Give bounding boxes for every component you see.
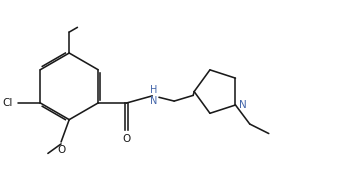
Text: N: N <box>239 100 247 110</box>
Text: H
N: H N <box>149 85 157 106</box>
Text: O: O <box>57 145 65 155</box>
Text: Cl: Cl <box>2 98 13 108</box>
Text: O: O <box>122 134 131 144</box>
